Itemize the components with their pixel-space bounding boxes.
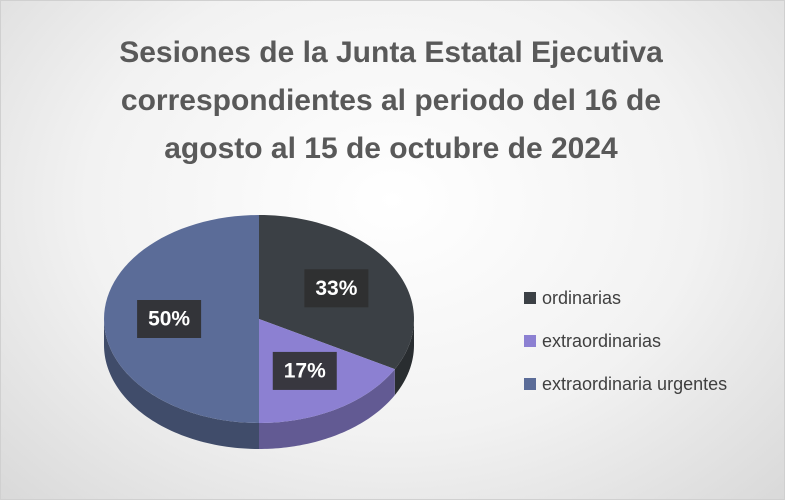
data-label: 50% xyxy=(148,308,190,331)
data-label: 33% xyxy=(315,277,357,300)
data-label: 17% xyxy=(284,359,326,382)
slice-side xyxy=(259,369,395,449)
chart-title: Sesiones de la Junta Estatal Ejecutiva c… xyxy=(119,36,663,165)
slice-side xyxy=(104,319,259,449)
data-label-box xyxy=(272,351,337,390)
legend-swatch xyxy=(524,378,536,390)
slice-side xyxy=(394,319,414,396)
legend-label: extraordinarias xyxy=(542,331,661,351)
data-label-box xyxy=(137,300,202,338)
data-label-box xyxy=(304,269,369,308)
legend-label: extraordinaria urgentes xyxy=(542,374,727,394)
legend-swatch xyxy=(524,335,536,347)
legend-label: ordinarias xyxy=(542,288,621,308)
legend-swatch xyxy=(524,292,536,304)
